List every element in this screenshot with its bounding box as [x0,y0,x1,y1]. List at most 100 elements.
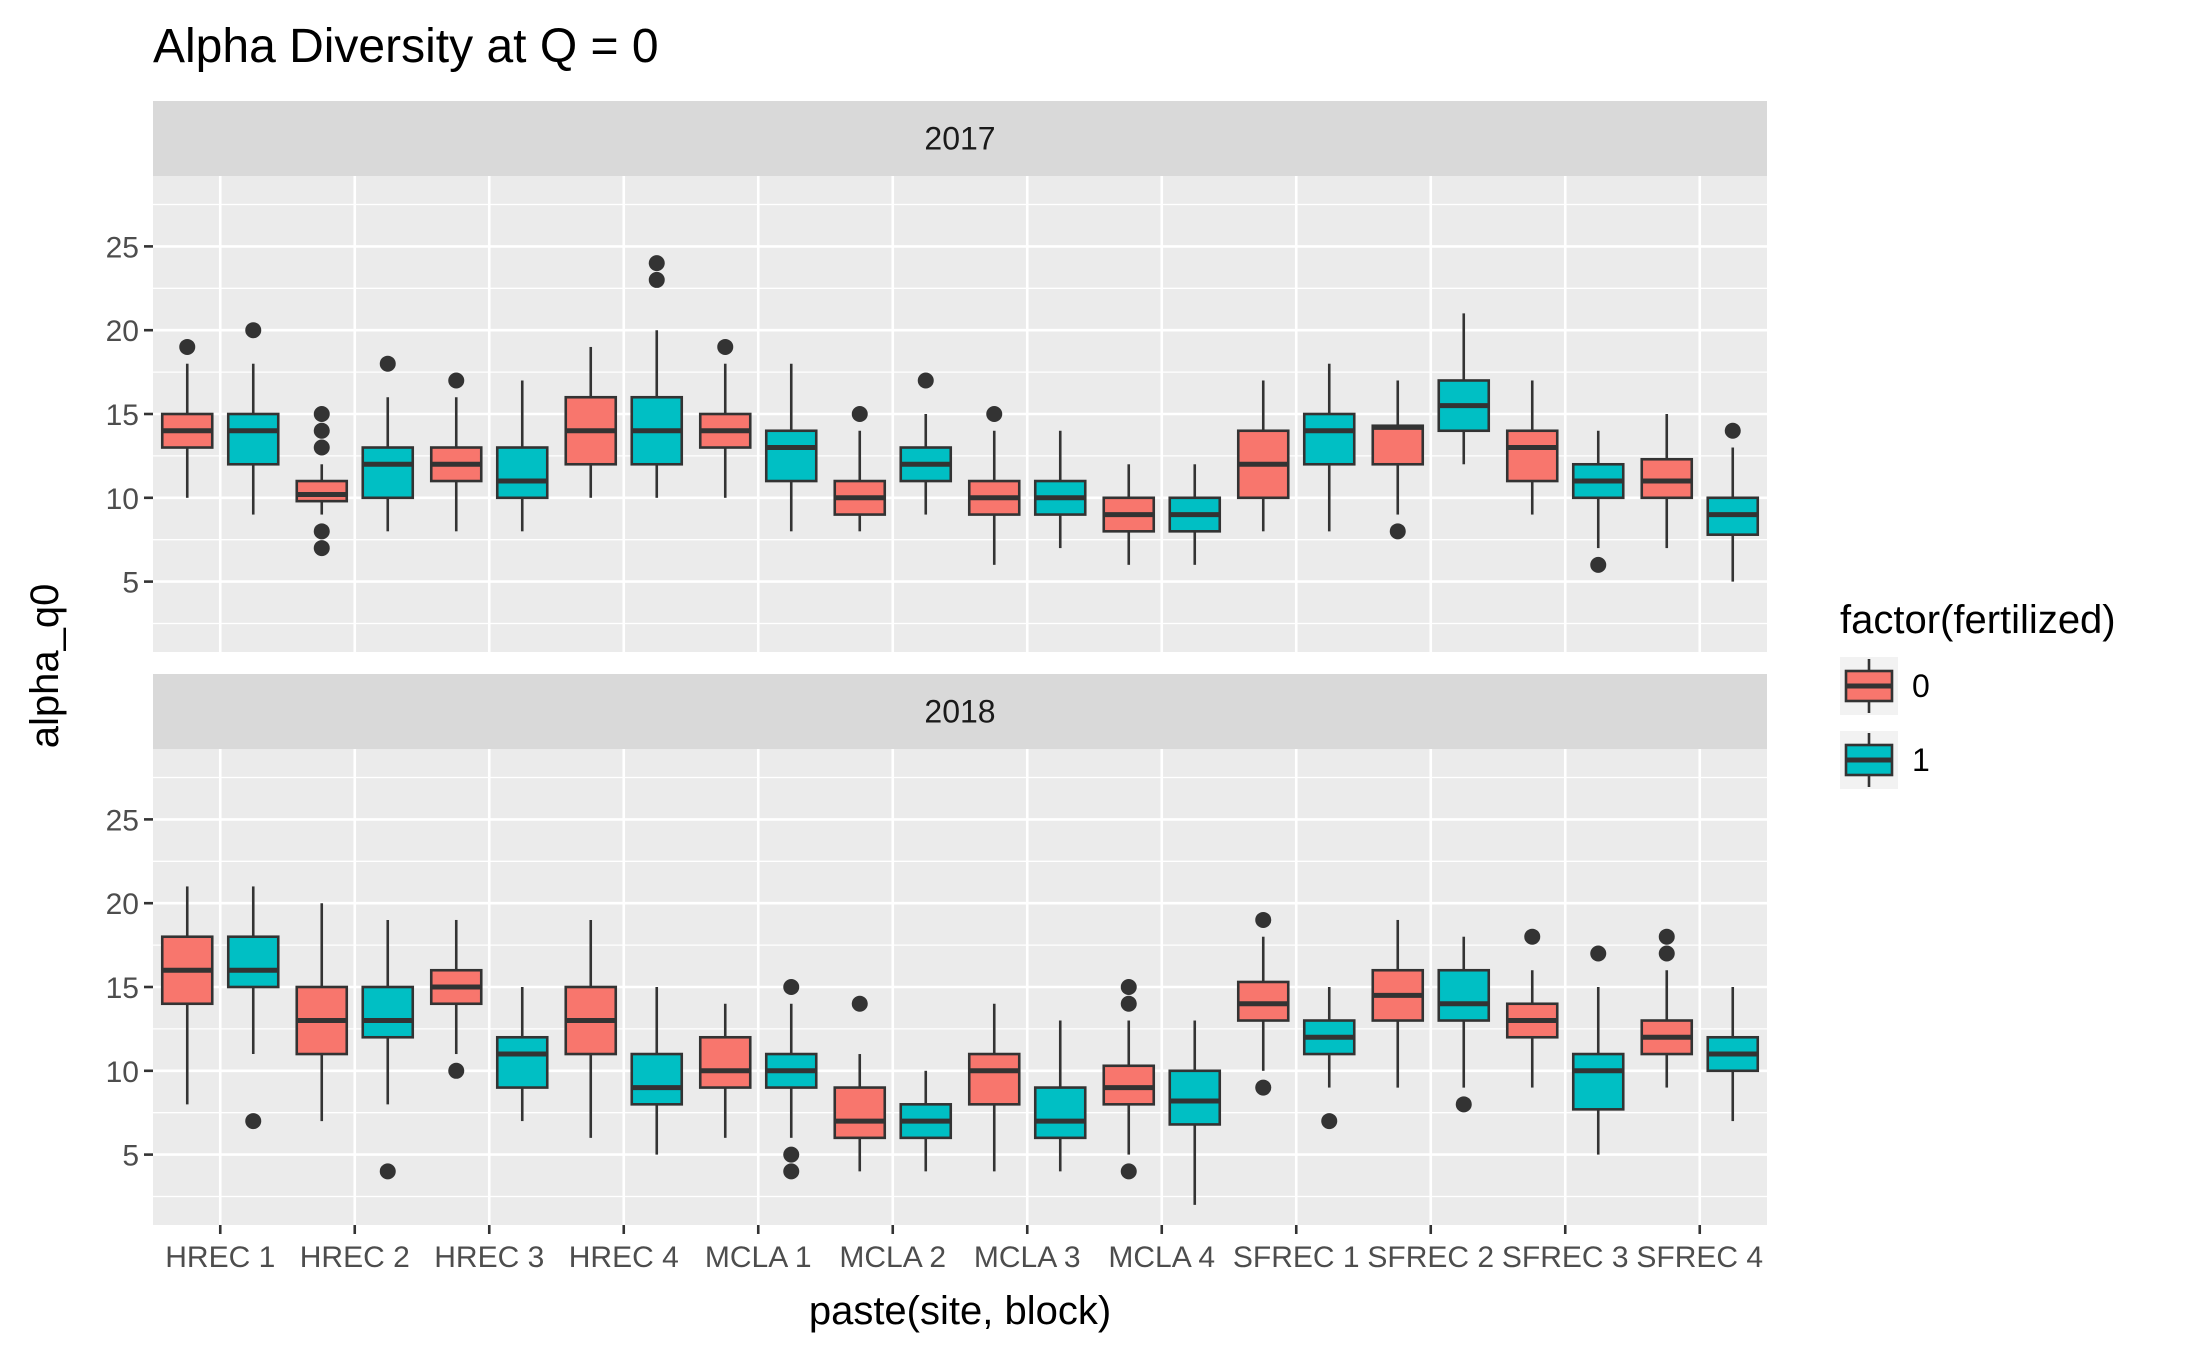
outlier-point [648,255,665,272]
box-mcla-3 [1033,430,1087,549]
box-hrec-3 [495,380,549,532]
box-mcla-4 [1102,464,1156,565]
box-sfrec-3 [1505,380,1559,515]
x-tick-label: SFREC 1 [1233,1241,1360,1274]
y-tick-label: 10 [106,483,139,516]
facet-strip-label: 2018 [924,694,995,730]
outlier-point [1120,995,1137,1012]
box-mcla-3 [1033,1020,1087,1172]
y-tick-label: 10 [106,1056,139,1089]
outlier-point [1590,556,1607,573]
box-mcla-1 [764,979,818,1180]
box-sfrec-1 [1302,987,1356,1130]
outlier-point [179,338,196,355]
outlier-point [245,1113,262,1130]
box-iqr [226,935,280,989]
outlier-point [986,406,1003,422]
outlier-point [313,406,330,422]
box-hrec-2 [361,355,415,532]
box-hrec-3 [495,987,549,1122]
box-iqr [495,446,549,500]
box-iqr [1371,424,1425,466]
box-mcla-1 [698,338,752,498]
outlier-point [783,1146,800,1163]
outlier-point [1255,911,1272,928]
box-hrec-1 [226,322,280,515]
outlier-point [648,271,665,288]
box-iqr [833,1086,887,1140]
box-sfrec-3 [1505,928,1559,1088]
box-mcla-4 [1168,1020,1222,1205]
legend-item-1: 1 [1840,731,1930,789]
outlier-point [313,540,330,557]
box-iqr [361,446,415,500]
box-iqr [698,1035,752,1089]
outlier-point [1590,945,1607,962]
outlier-point [313,422,330,439]
x-tick-label: HREC 3 [434,1241,544,1274]
x-tick-label: MCLA 3 [974,1241,1081,1274]
x-tick-label: SFREC 4 [1636,1241,1763,1274]
outlier-point [1658,945,1675,962]
box-sfrec-3 [1571,430,1625,573]
outlier-point [917,372,934,389]
x-axis-title: paste(site, block) [809,1289,1111,1333]
box-iqr [495,1035,549,1089]
box-sfrec-2 [1437,936,1491,1113]
outlier-point [1120,1163,1137,1180]
box-hrec-4 [630,987,684,1155]
box-hrec-2 [295,406,349,557]
x-tick-label: SFREC 2 [1367,1241,1494,1274]
box-iqr [764,429,818,483]
box-iqr [967,1052,1021,1106]
outlier-point [1120,979,1137,995]
box-sfrec-1 [1236,911,1290,1096]
outlier-point [717,338,734,355]
box-mcla-3 [967,406,1021,565]
y-tick-label: 5 [122,1140,139,1173]
box-iqr [1236,980,1290,1022]
y-tick-label: 25 [106,804,139,837]
y-tick-label: 15 [106,972,139,1005]
series-0 [160,338,1694,565]
y-axis-title: alpha_q0 [23,584,67,749]
x-tick-label: MCLA 2 [839,1241,946,1274]
x-tick-label: HREC 4 [569,1241,679,1274]
box-mcla-1 [698,1003,752,1138]
outlier-point [448,372,465,389]
facet-strip [153,674,1767,749]
facet-panels: 2017 5 10 15 20 25 2018 5 10 15 20 25 [106,101,1767,1225]
box-hrec-4 [564,346,618,498]
legend-item-label: 0 [1912,668,1930,704]
box-sfrec-1 [1302,363,1356,532]
box-hrec-4 [630,255,684,498]
legend: factor(fertilized) 0 1 [1840,598,2116,789]
box-hrec-3 [429,372,483,532]
box-iqr [295,479,349,503]
box-mcla-4 [1168,464,1222,565]
box-mcla-2 [899,372,953,515]
box-iqr [1168,1069,1222,1126]
outlier-point [313,523,330,540]
outlier-point [1255,1079,1272,1096]
legend-item-label: 1 [1912,742,1930,778]
box-sfrec-3 [1571,945,1625,1155]
box-mcla-2 [833,406,887,532]
legend-title: factor(fertilized) [1840,598,2116,642]
facet-strip-label: 2017 [924,121,995,157]
outlier-point [1321,1113,1338,1130]
box-sfrec-4 [1640,414,1694,549]
box-sfrec-2 [1371,380,1425,540]
box-iqr [1571,1052,1625,1111]
box-iqr [361,985,415,1039]
outlier-point [1524,928,1541,945]
outlier-point [1724,422,1741,439]
x-tick-label: HREC 2 [300,1241,410,1274]
box-hrec-1 [160,338,214,498]
series-1 [226,886,1760,1205]
box-sfrec-4 [1706,422,1760,582]
series-0 [160,886,1694,1180]
outlier-point [783,1163,800,1180]
outlier-point [379,1163,396,1180]
box-iqr [1102,1064,1156,1106]
